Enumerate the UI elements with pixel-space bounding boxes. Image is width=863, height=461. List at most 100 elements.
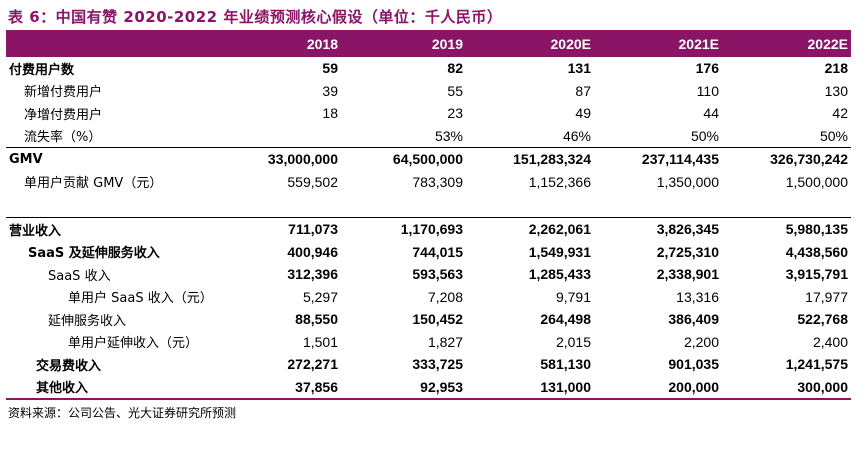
cell: 1,285,433 [528, 266, 591, 283]
table-row: 单用户延伸收入（元） 1,501 1,827 2,015 2,200 2,400 [6, 331, 851, 354]
cell: 1,170,693 [341, 217, 466, 241]
cell: 5,297 [302, 288, 338, 305]
cell: 46% [562, 127, 591, 144]
row-label: 交易费收入 [36, 358, 102, 374]
row-label: 新增付费用户 [24, 85, 103, 101]
cell: 901,035 [668, 356, 719, 373]
row-label: 单用户贡献 GMV（元） [24, 176, 163, 192]
table-row: 新增付费用户 39 55 87 110 130 [6, 80, 851, 103]
cell: 64,500,000 [341, 147, 466, 171]
cell: 593,563 [412, 266, 463, 283]
cell: 33,000,000 [216, 147, 341, 171]
row-label: SaaS 及延伸服务收入 [28, 246, 160, 262]
row-label: 净增付费用户 [24, 107, 103, 123]
cell: 1,500,000 [785, 173, 848, 190]
cell: 92,953 [420, 378, 463, 395]
spacer-cell [6, 193, 851, 218]
cell: 3,826,345 [594, 217, 722, 241]
row-label: 延伸服务收入 [48, 313, 127, 329]
cell: 1,152,366 [528, 173, 591, 190]
cell: 50% [819, 127, 848, 144]
cell: 110 [696, 82, 719, 99]
table-row: 流失率（%） 53% 46% 50% 50% [6, 125, 851, 148]
cell: 711,073 [216, 217, 341, 241]
row-label: 付费用户数 [9, 62, 75, 78]
table-row: 其他收入 37,856 92,953 131,000 200,000 300,0… [6, 376, 851, 399]
spacer-row [6, 193, 851, 218]
row-label: 单用户 SaaS 收入（元） [68, 291, 213, 307]
row-label: 其他收入 [36, 381, 89, 397]
cell: 2,262,061 [466, 217, 594, 241]
cell: 49 [575, 105, 591, 122]
table-row: 单用户 SaaS 收入（元） 5,297 7,208 9,791 13,316 … [6, 286, 851, 309]
cell: 326,730,242 [722, 147, 851, 171]
table-row: 净增付费用户 18 23 49 44 42 [6, 102, 851, 125]
cell: 559,502 [287, 173, 338, 190]
col-header-2020e: 2020E [466, 30, 594, 57]
cell: 581,130 [540, 356, 591, 373]
col-header-2021e: 2021E [594, 30, 722, 57]
cell: 1,241,575 [785, 356, 848, 373]
cell: 300,000 [797, 378, 848, 395]
cell: 4,438,560 [785, 243, 848, 260]
table-row: 营业收入 711,073 1,170,693 2,262,061 3,826,3… [6, 217, 851, 241]
cell: 42 [832, 105, 848, 122]
cell: 59 [322, 60, 338, 77]
col-header-2018: 2018 [216, 30, 341, 57]
source-note: 资料来源：公司公告、光大证券研究所预测 [8, 406, 237, 420]
cell: 131 [567, 60, 591, 77]
cell: 151,283,324 [466, 147, 594, 171]
cell: 7,208 [427, 288, 463, 305]
cell: 2,338,901 [656, 266, 719, 283]
cell: 1,501 [302, 333, 338, 350]
cell: 522,768 [797, 311, 848, 328]
cell: 783,309 [412, 173, 463, 190]
cell: 55 [447, 82, 463, 99]
header-label-cell [6, 30, 216, 57]
cell: 312,396 [287, 266, 338, 283]
table-bottom-rule [6, 398, 851, 400]
cell: 333,725 [412, 356, 463, 373]
cell: 2,015 [555, 333, 591, 350]
cell: 88,550 [295, 311, 338, 328]
cell: 39 [322, 82, 338, 99]
table-row: 付费用户数 59 82 131 176 218 [6, 57, 851, 80]
cell: 50% [690, 127, 719, 144]
table-row: 单用户贡献 GMV（元） 559,502 783,309 1,152,366 1… [6, 171, 851, 194]
cell: 176 [695, 60, 719, 77]
cell: 37,856 [295, 378, 338, 395]
cell: 9,791 [555, 288, 591, 305]
col-header-2019: 2019 [341, 30, 466, 57]
table-row: 交易费收入 272,271 333,725 581,130 901,035 1,… [6, 353, 851, 376]
cell: 400,946 [287, 243, 338, 260]
table-row: SaaS 及延伸服务收入 400,946 744,015 1,549,931 2… [6, 241, 851, 264]
cell: 18 [322, 105, 338, 122]
cell: 2,200 [683, 333, 719, 350]
table-title: 表 6：中国有赞 2020-2022 年业绩预测核心假设（单位：千人民币） [8, 8, 503, 26]
row-label: GMV [6, 147, 216, 171]
cell: 744,015 [412, 243, 463, 260]
table-row: SaaS 收入 312,396 593,563 1,285,433 2,338,… [6, 263, 851, 286]
cell: 237,114,435 [594, 147, 722, 171]
table-row: GMV 33,000,000 64,500,000 151,283,324 23… [6, 147, 851, 171]
cell [216, 125, 341, 148]
row-label: 营业收入 [6, 217, 216, 241]
cell: 82 [447, 60, 463, 77]
cell: 272,271 [287, 356, 338, 373]
cell: 1,827 [427, 333, 463, 350]
cell: 131,000 [540, 378, 591, 395]
cell: 264,498 [540, 311, 591, 328]
cell: 218 [824, 60, 848, 77]
cell: 3,915,791 [785, 266, 848, 283]
row-label: 单用户延伸收入（元） [68, 336, 199, 352]
cell: 1,350,000 [656, 173, 719, 190]
row-label: 流失率（%） [24, 130, 102, 146]
header-row: 2018 2019 2020E 2021E 2022E [6, 30, 851, 57]
cell: 1,549,931 [528, 243, 591, 260]
cell: 130 [824, 82, 848, 99]
cell: 53% [434, 127, 463, 144]
cell: 23 [447, 105, 463, 122]
table-row: 延伸服务收入 88,550 150,452 264,498 386,409 52… [6, 308, 851, 331]
cell: 386,409 [668, 311, 719, 328]
financial-table: 2018 2019 2020E 2021E 2022E 付费用户数 59 82 … [6, 30, 851, 398]
